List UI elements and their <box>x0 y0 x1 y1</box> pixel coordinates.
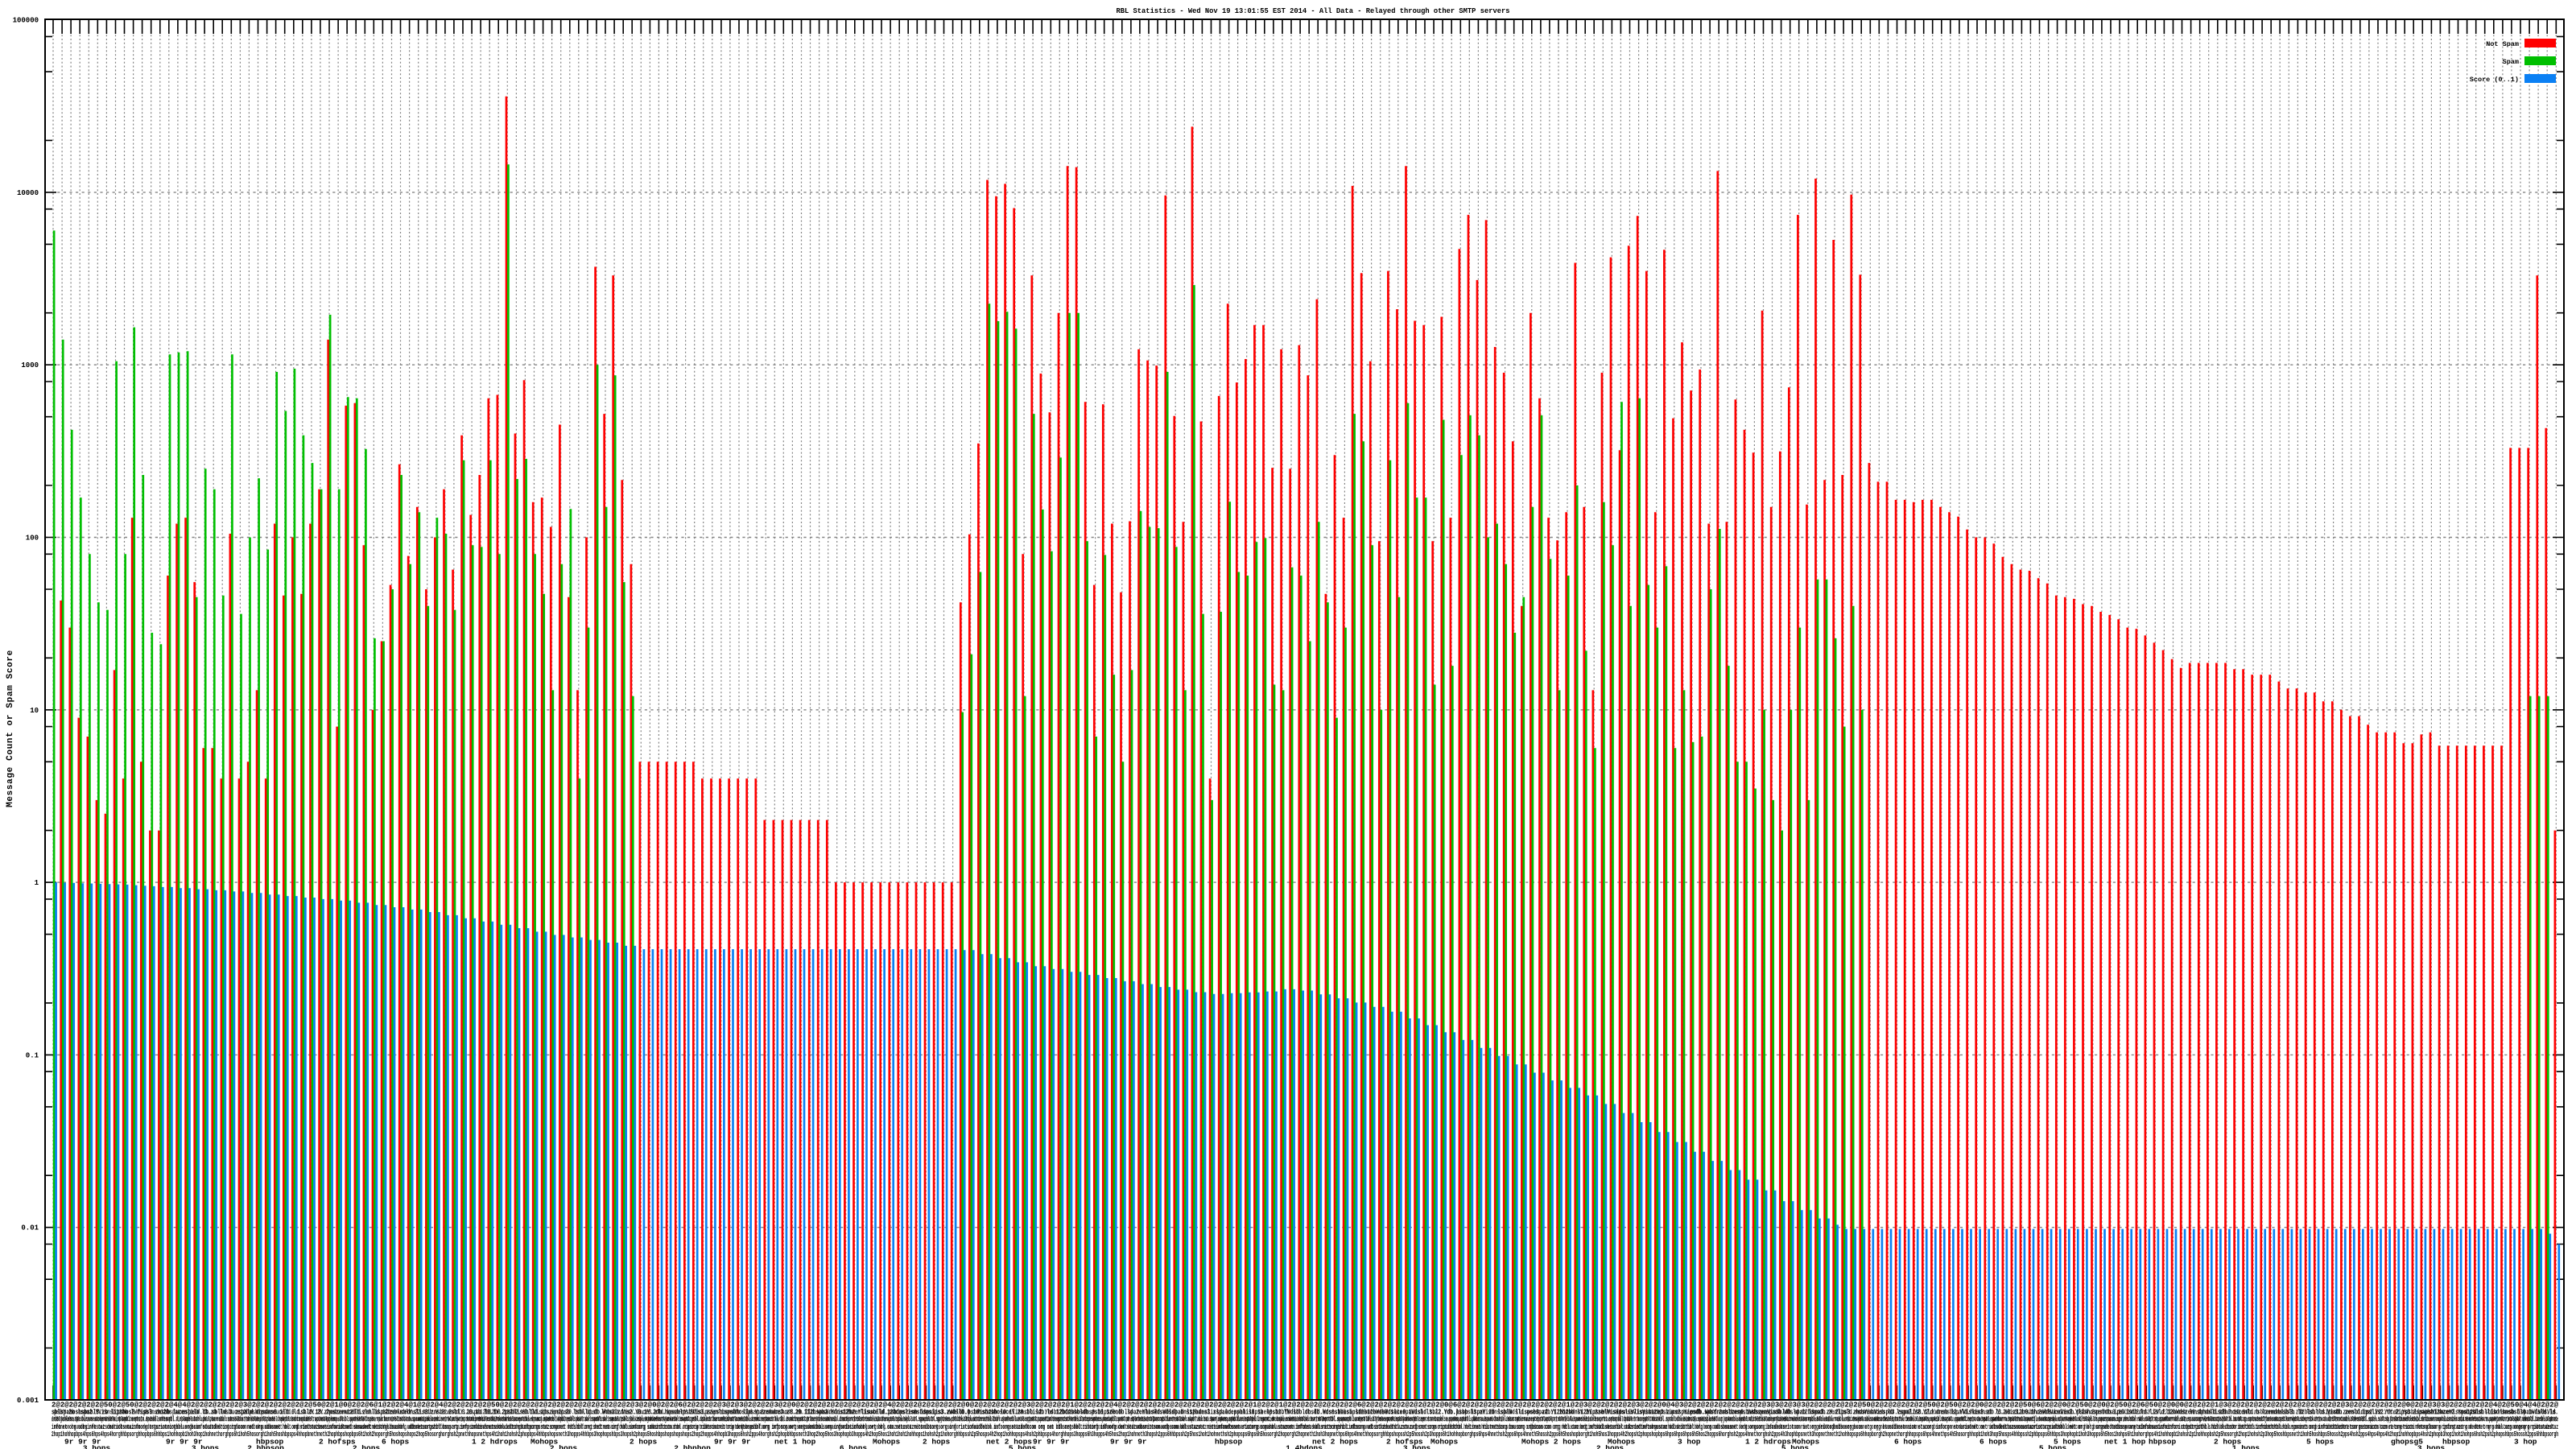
svg-text:2 hofsps: 2 hofsps <box>319 1438 356 1447</box>
svg-text:3 hop: 3 hop <box>2514 1438 2537 1447</box>
svg-text:5 hops: 5 hops <box>1781 1444 1810 1449</box>
svg-text:hbpsop: hbpsop <box>2442 1438 2471 1447</box>
svg-text:net 2 hops: net 2 hops <box>986 1438 1032 1447</box>
svg-text:100000: 100000 <box>13 17 39 25</box>
svg-text:6 hops: 6 hops <box>382 1438 410 1447</box>
svg-text:2 hops: 2 hops <box>1596 1444 1624 1449</box>
svg-text:Spam: Spam <box>2503 58 2519 66</box>
svg-text:RBL Statistics - Wed Nov 19 13: RBL Statistics - Wed Nov 19 13:01:55 EST… <box>1117 6 1510 15</box>
svg-text:100: 100 <box>26 535 39 543</box>
svg-text:net 1 hop: net 1 hop <box>774 1438 816 1447</box>
svg-text:Mohops: Mohops <box>530 1438 559 1447</box>
svg-text:5 hops: 5 hops <box>2306 1438 2334 1447</box>
svg-text:1: 1 <box>35 879 39 887</box>
svg-text:sblspahosnsbsbl3.zb lipshos2.Y: sblspahosnsbsbl3.zb lipshos2.Yips3.znsbb… <box>52 1408 2558 1417</box>
svg-text:5 hops: 5 hops <box>2039 1444 2067 1449</box>
svg-text:5 hops: 5 hops <box>1009 1444 1037 1449</box>
svg-text:1000: 1000 <box>21 361 39 369</box>
svg-text:1 2 hdrops: 1 2 hdrops <box>472 1438 518 1447</box>
svg-text:3 hops: 3 hops <box>2417 1444 2446 1449</box>
svg-text:infonet org udbsinfostazsomari: infonet org udbsinfostazsomariotsomainfo… <box>52 1422 2558 1431</box>
svg-text:dnsbljunkehostkb.barzen.sucepr: dnsbljunkehostkb.barzen.suceprdnsblvirbl… <box>52 1415 2558 1424</box>
svg-text:ghopsg5: ghopsg5 <box>2391 1438 2423 1447</box>
svg-text:10: 10 <box>30 707 39 715</box>
svg-text:9r 9r 9r: 9r 9r 9r <box>1110 1438 1147 1447</box>
svg-text:2 hops: 2 hops <box>923 1438 951 1447</box>
svg-text:10000: 10000 <box>17 189 39 197</box>
svg-text:net 1 hop: net 1 hop <box>2104 1438 2146 1447</box>
svg-text:2 hops: 2 hops <box>2214 1438 2242 1447</box>
svg-text:9r 9r 9r: 9r 9r 9r <box>166 1438 203 1447</box>
svg-text:hbpsop: hbpsop <box>2149 1438 2177 1447</box>
svg-text:Mohops 2 hops: Mohops 2 hops <box>1521 1438 1581 1447</box>
svg-text:Mohops: Mohops <box>1792 1438 1820 1447</box>
svg-text:3 hops: 3 hops <box>83 1444 111 1449</box>
svg-text:hbpsop: hbpsop <box>256 1438 284 1447</box>
svg-text:1 4hdops: 1 4hdops <box>1286 1444 1323 1449</box>
svg-text:3 hops: 3 hops <box>192 1444 220 1449</box>
svg-text:2 hbpbop: 2 hbpbop <box>674 1444 711 1449</box>
svg-text:psbY.2b lspa2.YVisnsb12bb lWds: psbY.2b lspa2.YVisnsb12bb lWdssblnsb12bs… <box>54 1408 2556 1417</box>
svg-text:2 hops: 2 hops <box>353 1444 381 1449</box>
svg-text:Mohops: Mohops <box>1430 1438 1459 1447</box>
svg-text:3 hop: 3 hop <box>1678 1438 1701 1447</box>
svg-text:2@2@2@2@2@2@50@2@50@2@2@2@2@4@: 2@2@2@2@2@2@50@2@50@2@2@2@2@4@4@2@2@2@2@… <box>52 1401 2558 1410</box>
svg-text:9r 9r 9r: 9r 9r 9r <box>1033 1438 1070 1447</box>
svg-text:hbpsop: hbpsop <box>1215 1438 1243 1447</box>
svg-text:Mohops: Mohops <box>873 1438 901 1447</box>
svg-text:5 hops: 5 hops <box>2054 1438 2082 1447</box>
svg-text:2 hops: 2 hops <box>630 1438 658 1447</box>
svg-text:Message Count or Spam Score: Message Count or Spam Score <box>6 650 15 807</box>
svg-text:net 2 hops: net 2 hops <box>1312 1438 1358 1447</box>
svg-text:3 hops: 3 hops <box>1403 1444 1431 1449</box>
svg-text:0.001: 0.001 <box>17 1397 39 1405</box>
svg-text:0.01: 0.01 <box>21 1224 39 1232</box>
svg-text:6 hops: 6 hops <box>1979 1438 2008 1447</box>
svg-text:Mohops: Mohops <box>1608 1438 1636 1447</box>
svg-text:6 hops: 6 hops <box>1894 1438 1922 1447</box>
svg-text:2hop1hohhopbps4hps6hps4hps4hor: 2hop1hohhopbps4hps6hps4hps4horghhbpsorgh… <box>52 1430 2558 1439</box>
svg-text:net com bsusorg net net dedtud: net com bsusorg net net dedtudbsstazcom … <box>54 1422 2554 1431</box>
svg-text:6 hops: 6 hops <box>840 1444 868 1449</box>
svg-text:9r 9r 9r: 9r 9r 9r <box>64 1438 101 1447</box>
svg-text:2 hops: 2 hops <box>550 1444 578 1449</box>
svg-text:9r 9r 9r: 9r 9r 9r <box>714 1438 751 1447</box>
svg-text:rbssssblssn.spasblssuseatnkema: rbssssblssn.spasblssuseatnkemankema.spam… <box>54 1414 2557 1423</box>
svg-text:1 hops: 1 hops <box>2232 1444 2260 1449</box>
svg-text:Not Spam: Not Spam <box>2486 40 2519 48</box>
svg-text:0.1: 0.1 <box>26 1051 39 1059</box>
svg-text:Score (0..1): Score (0..1) <box>2470 76 2519 84</box>
svg-text:2 hofsps: 2 hofsps <box>1386 1438 1423 1447</box>
svg-text:2 hbpsop: 2 hbpsop <box>247 1444 284 1449</box>
svg-text:1 2 hdrops: 1 2 hdrops <box>1745 1438 1791 1447</box>
